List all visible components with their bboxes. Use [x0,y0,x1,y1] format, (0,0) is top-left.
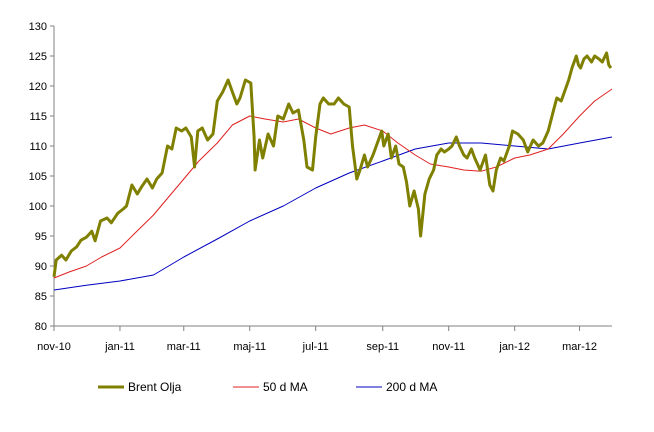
y-tick-label: 130 [29,21,47,33]
series-layer [52,51,613,291]
x-axis-ticks: nov-10 jan-11 mar-11 maj-11 jul-11 sep-11 nov-… [37,326,597,353]
x-tick-label: jul-11 [302,341,329,353]
x-tick-label: maj-11 [233,341,266,353]
y-tick-label: 120 [29,81,47,93]
series-line-50-d-ma [53,88,613,279]
y-tick-label: 85 [35,291,47,303]
y-tick-label: 110 [29,141,47,153]
x-tick-label: jan-11 [104,341,135,353]
x-tick-label: nov-10 [37,341,71,353]
y-tick-label: 115 [29,111,47,123]
series-line-brent-olja [52,51,613,277]
y-axis-ticks: 80 85 90 95 100 105 110 115 120 125 130 [29,21,54,333]
y-tick-label: 125 [29,51,47,63]
y-tick-label: 105 [29,171,47,183]
legend: Brent Olja 50 d MA 200 d MA [98,380,437,394]
x-tick-label: nov-11 [432,341,465,353]
y-tick-label: 100 [29,201,47,213]
legend-label: Brent Olja [128,380,182,394]
x-tick-label: sep-11 [366,341,399,353]
x-tick-label: mar-11 [167,341,201,353]
plot-area: 80 85 90 95 100 105 110 115 120 125 130 nov-10 jan-… [29,21,613,353]
y-tick-label: 95 [35,231,47,243]
y-tick-label: 80 [35,321,47,333]
x-tick-label: mar-12 [562,341,597,353]
legend-label: 200 d MA [386,380,437,394]
x-tick-label: jan-12 [498,341,530,353]
legend-label: 50 d MA [263,380,308,394]
series-line-200-d-ma [53,136,613,291]
y-tick-label: 90 [35,261,47,273]
